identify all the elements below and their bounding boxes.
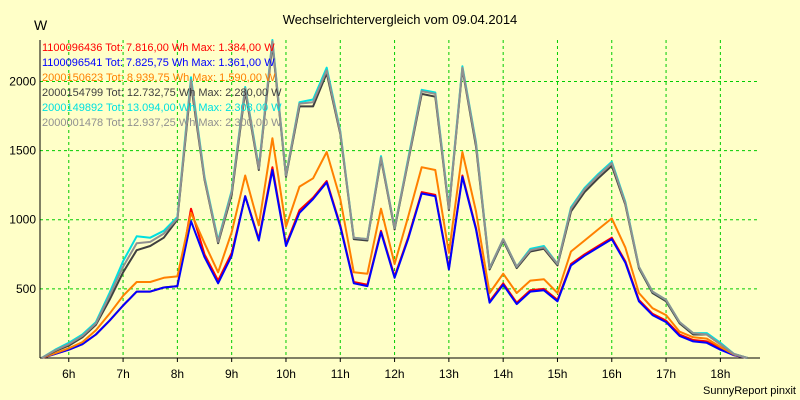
y-tick-label: 2000: [9, 74, 36, 88]
x-tick-label: 6h: [62, 367, 75, 381]
x-tick-label: 12h: [385, 367, 405, 381]
x-tick-label: 17h: [656, 367, 676, 381]
y-tick-label: 500: [16, 282, 36, 296]
legend-entry-1100096541: 1100096541 Tot: 7.825,75 Wh Max: 1.361,0…: [42, 57, 275, 69]
x-tick-label: 8h: [171, 367, 184, 381]
y-tick-label: 1000: [9, 213, 36, 227]
legend-entry-2000154799: 2000154799 Tot: 12.732,75 Wh Max: 2.280,…: [42, 87, 282, 99]
chart-title: Wechselrichtervergleich vom 09.04.2014: [283, 12, 518, 27]
legend-entry-1100096436: 1100096436 Tot: 7.816,00 Wh Max: 1.384,0…: [42, 42, 275, 54]
series-line-2000150623: [41, 137, 748, 359]
y-tick-labels: 500 1000 1500 2000: [9, 74, 36, 295]
legend-entry-2000150623: 2000150623 Tot: 8.939,75 Wh Max: 1.590,0…: [42, 72, 276, 84]
x-tick-label: 15h: [547, 367, 567, 381]
series-line-2000001478: [41, 40, 748, 359]
x-tick-label: 13h: [439, 367, 459, 381]
series-line-1100096541: [41, 169, 748, 359]
x-tick-label: 10h: [276, 367, 296, 381]
footer-credit: SunnyReport pinxit: [703, 385, 796, 397]
x-tick-label: 16h: [602, 367, 622, 381]
x-tick-label: 7h: [116, 367, 129, 381]
x-tick-label: 9h: [225, 367, 238, 381]
y-tick-label: 1500: [9, 144, 36, 158]
legend-entry-2000001478: 2000001478 Tot: 12.937,25 Wh Max: 2.300,…: [42, 117, 282, 129]
x-tick-labels: 6h 7h 8h 9h 10h 11h 12h 13h 14h 15h 16h 17h 18h: [62, 358, 730, 381]
x-tick-label: 14h: [493, 367, 513, 381]
x-tick-label: 18h: [710, 367, 730, 381]
grid: [40, 40, 760, 358]
legend-entry-2000149892: 2000149892 Tot: 13.094,00 Wh Max: 2.308,…: [42, 102, 282, 114]
x-tick-label: 11h: [331, 367, 350, 381]
legend: 1100096436 Tot: 7.816,00 Wh Max: 1.384,0…: [42, 42, 282, 129]
series-lines: [41, 39, 748, 359]
y-axis-label: W: [34, 17, 48, 33]
axes: [39, 40, 760, 359]
